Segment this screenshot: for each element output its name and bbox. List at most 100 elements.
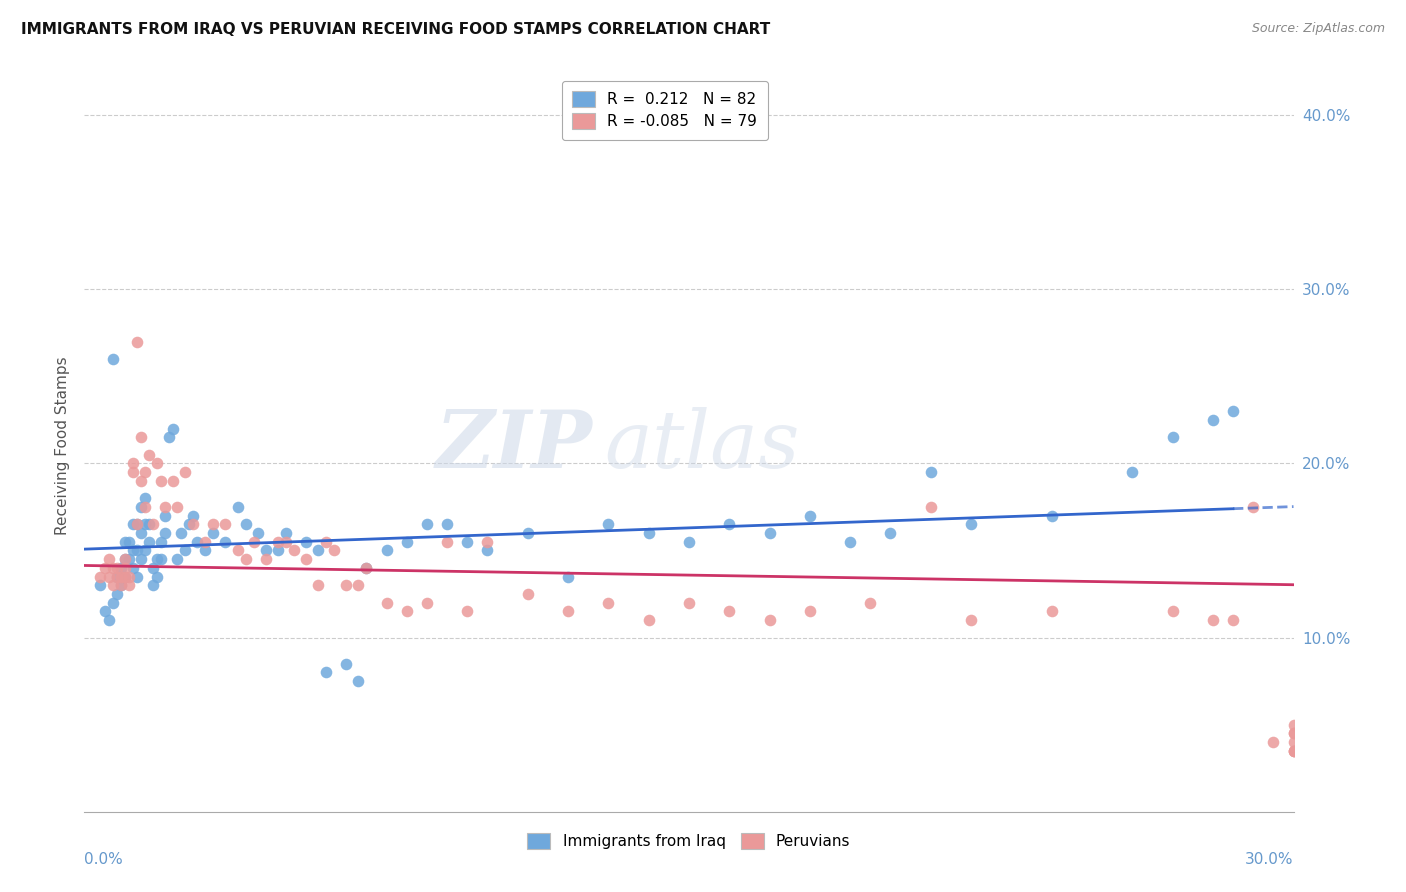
Point (162, 474, 184, 488)
Point (1282, 735, 1305, 749)
Point (121, 561, 143, 575)
Point (242, 534, 264, 549)
Point (97, 569, 120, 583)
Point (181, 517, 204, 532)
Point (436, 534, 458, 549)
Point (179, 517, 201, 532)
Point (149, 552, 172, 566)
Point (194, 534, 217, 549)
Point (166, 552, 188, 566)
Point (1282, 744, 1305, 758)
Point (129, 552, 152, 566)
Point (283, 543, 305, 558)
Point (1222, 404, 1244, 418)
Point (125, 543, 148, 558)
Point (214, 517, 236, 532)
Point (110, 561, 132, 575)
Point (436, 517, 458, 532)
Point (1040, 604, 1063, 618)
Point (89, 578, 111, 592)
Point (129, 474, 152, 488)
Point (97, 552, 120, 566)
Text: atlas: atlas (605, 408, 800, 484)
Point (162, 421, 184, 435)
Point (598, 596, 620, 610)
Point (395, 534, 418, 549)
Point (110, 569, 132, 583)
Point (267, 543, 290, 558)
Point (134, 517, 156, 532)
Legend: Immigrants from Iraq, Peruvians: Immigrants from Iraq, Peruvians (522, 827, 856, 855)
Point (153, 526, 176, 541)
Point (235, 517, 257, 532)
Point (114, 561, 136, 575)
Point (118, 552, 141, 566)
Point (138, 534, 160, 549)
Point (149, 474, 172, 488)
Point (105, 569, 128, 583)
Text: IMMIGRANTS FROM IRAQ VS PERUVIAN RECEIVING FOOD STAMPS CORRELATION CHART: IMMIGRANTS FROM IRAQ VS PERUVIAN RECEIVI… (21, 22, 770, 37)
Point (347, 578, 370, 592)
Point (960, 517, 983, 532)
Point (1241, 500, 1264, 514)
Point (138, 448, 160, 462)
Point (157, 430, 180, 444)
Point (1202, 413, 1225, 427)
Point (118, 569, 141, 583)
Point (859, 596, 882, 610)
Text: 0.0%: 0.0% (84, 852, 124, 867)
Point (267, 534, 290, 549)
Point (557, 604, 579, 618)
Point (307, 543, 329, 558)
Point (110, 578, 132, 592)
Point (129, 526, 152, 541)
Point (1161, 430, 1184, 444)
Point (879, 526, 901, 541)
Point (194, 543, 217, 558)
Point (121, 457, 143, 471)
Point (375, 543, 398, 558)
Point (114, 552, 136, 566)
Point (146, 552, 169, 566)
Point (274, 526, 297, 541)
Point (214, 534, 236, 549)
Point (477, 543, 499, 558)
Point (226, 500, 249, 514)
Point (146, 569, 169, 583)
Point (129, 430, 152, 444)
Point (516, 587, 538, 601)
Point (97, 613, 120, 627)
Point (202, 526, 225, 541)
Point (356, 561, 378, 575)
Point (146, 457, 169, 471)
Point (416, 517, 439, 532)
Point (170, 526, 193, 541)
Point (114, 552, 136, 566)
Point (839, 534, 862, 549)
Point (101, 561, 124, 575)
Point (142, 578, 165, 592)
Point (121, 465, 143, 479)
Point (315, 534, 337, 549)
Point (323, 543, 346, 558)
Point (295, 534, 318, 549)
Point (1282, 744, 1305, 758)
Point (1282, 744, 1305, 758)
Y-axis label: Receiving Food Stamps: Receiving Food Stamps (55, 357, 70, 535)
Point (920, 500, 942, 514)
Point (477, 534, 499, 549)
Point (335, 657, 357, 671)
Point (1282, 726, 1305, 740)
Point (101, 578, 124, 592)
Point (105, 569, 128, 583)
Point (1282, 717, 1305, 731)
Point (114, 569, 136, 583)
Point (101, 596, 124, 610)
Point (1121, 465, 1143, 479)
Point (174, 465, 197, 479)
Point (1282, 726, 1305, 740)
Point (114, 534, 136, 549)
Point (125, 517, 148, 532)
Point (134, 543, 156, 558)
Point (142, 561, 165, 575)
